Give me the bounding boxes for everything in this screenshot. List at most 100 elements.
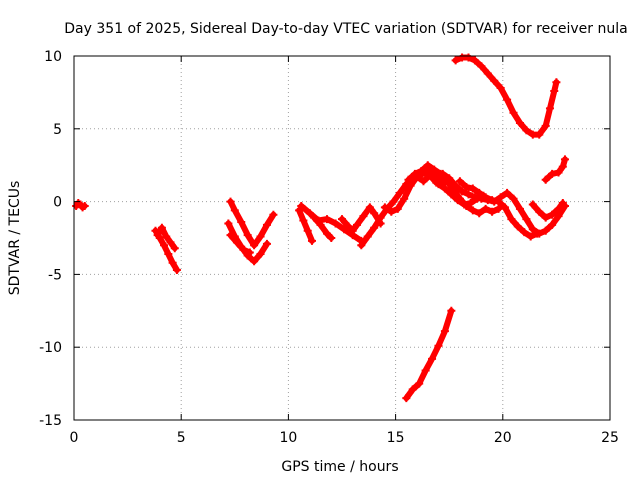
data-point bbox=[434, 180, 443, 189]
data-point bbox=[481, 204, 490, 213]
data-point bbox=[560, 155, 569, 164]
series-line bbox=[227, 198, 277, 249]
series-track-6 bbox=[226, 231, 254, 257]
y-tick-label: -10 bbox=[39, 340, 62, 356]
data-point bbox=[488, 196, 497, 205]
series-track-4 bbox=[226, 197, 278, 250]
data-point bbox=[395, 188, 404, 197]
data-point bbox=[473, 194, 482, 203]
data-point bbox=[535, 207, 544, 216]
data-point bbox=[160, 241, 169, 250]
plot-frame bbox=[73, 55, 611, 421]
series-track-3 bbox=[153, 223, 179, 253]
data-point bbox=[528, 225, 537, 234]
data-point bbox=[363, 232, 372, 241]
data-point bbox=[230, 206, 239, 215]
data-point bbox=[451, 56, 460, 65]
x-tick-label: 5 bbox=[177, 430, 186, 446]
data-point bbox=[256, 250, 265, 259]
series-track-19 bbox=[451, 53, 561, 139]
data-point bbox=[477, 62, 486, 71]
data-point bbox=[421, 366, 430, 375]
data-point bbox=[535, 130, 544, 139]
data-point bbox=[410, 169, 419, 178]
data-point bbox=[299, 216, 308, 225]
data-point bbox=[226, 197, 235, 206]
data-point bbox=[462, 183, 471, 192]
data-point bbox=[170, 244, 179, 253]
data-point bbox=[322, 229, 331, 238]
data-point bbox=[256, 232, 265, 241]
y-tick-label: 10 bbox=[44, 49, 62, 65]
x-axis-label: GPS time / hours bbox=[281, 459, 398, 475]
data-point bbox=[475, 209, 484, 218]
data-point bbox=[245, 248, 254, 257]
data-point bbox=[157, 223, 166, 232]
data-point bbox=[239, 245, 248, 254]
data-point bbox=[460, 200, 469, 209]
data-point bbox=[237, 217, 246, 226]
data-point bbox=[243, 231, 252, 240]
x-tick-label: 0 bbox=[70, 430, 79, 446]
data-point bbox=[370, 209, 379, 218]
data-point bbox=[359, 212, 368, 221]
data-point bbox=[408, 385, 417, 394]
data-point bbox=[470, 56, 479, 65]
data-point bbox=[513, 222, 522, 231]
data-point bbox=[322, 215, 331, 224]
data-point bbox=[297, 201, 306, 210]
y-tick-label: -15 bbox=[39, 413, 62, 429]
data-point bbox=[393, 204, 402, 213]
data-point bbox=[509, 108, 518, 117]
x-tick-label: 15 bbox=[387, 430, 405, 446]
data-point bbox=[533, 229, 542, 238]
axis-ticks: 0 5 10 15 20 25 -15 -10 -5 0 5 10 bbox=[39, 49, 619, 446]
data-point bbox=[430, 165, 439, 174]
data-point bbox=[232, 238, 241, 247]
data-point bbox=[376, 213, 385, 222]
data-point bbox=[451, 181, 460, 190]
data-point bbox=[526, 232, 535, 241]
data-point bbox=[522, 215, 531, 224]
data-point bbox=[483, 69, 492, 78]
data-point bbox=[453, 196, 462, 205]
data-point bbox=[479, 191, 488, 200]
data-point bbox=[340, 225, 349, 234]
data-point bbox=[172, 266, 181, 275]
data-point bbox=[515, 204, 524, 213]
data-point bbox=[552, 78, 561, 87]
grid-lines bbox=[74, 56, 610, 420]
data-point bbox=[162, 232, 171, 241]
data-point bbox=[503, 188, 512, 197]
data-point bbox=[389, 197, 398, 206]
data-point bbox=[522, 126, 531, 135]
data-point bbox=[327, 234, 336, 242]
data-point bbox=[500, 203, 509, 212]
data-point bbox=[348, 226, 357, 235]
data-point bbox=[541, 175, 550, 184]
data-point bbox=[269, 210, 278, 219]
data-point bbox=[507, 215, 516, 224]
series-track-20 bbox=[402, 306, 456, 403]
data-point bbox=[310, 213, 319, 222]
data-point bbox=[415, 379, 424, 388]
data-point bbox=[548, 169, 557, 178]
data-point bbox=[554, 212, 563, 221]
x-tick-label: 25 bbox=[601, 430, 619, 446]
data-point bbox=[331, 219, 340, 228]
series-track-10 bbox=[338, 203, 385, 235]
data-point bbox=[164, 250, 173, 259]
data-point bbox=[558, 199, 567, 208]
data-point bbox=[548, 210, 557, 219]
data-point bbox=[494, 197, 503, 206]
data-point bbox=[515, 118, 524, 127]
data-point bbox=[447, 190, 456, 199]
data-point bbox=[250, 241, 259, 250]
data-point bbox=[466, 199, 475, 208]
data-point bbox=[303, 226, 312, 235]
data-point bbox=[541, 121, 550, 130]
series-line bbox=[311, 214, 335, 241]
data-point bbox=[168, 258, 177, 267]
data-point bbox=[438, 169, 447, 178]
